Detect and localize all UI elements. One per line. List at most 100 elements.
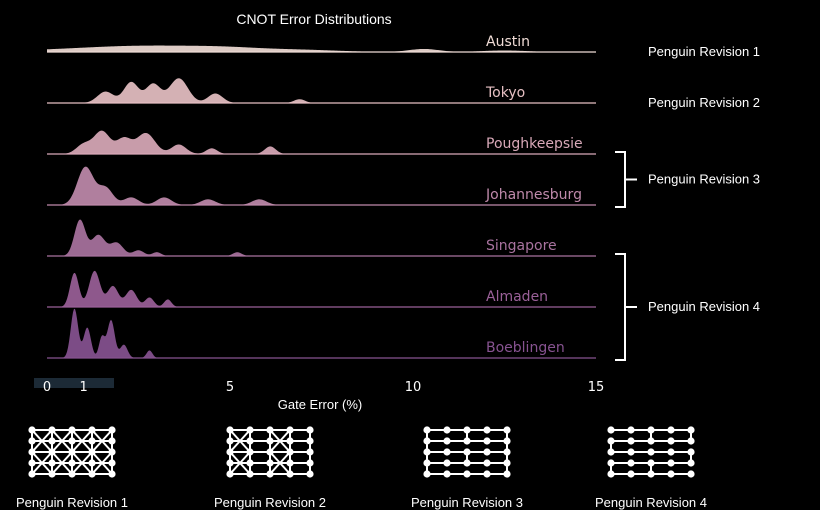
qubit-node (503, 448, 511, 456)
qubit-node (607, 426, 615, 434)
qubit-node (68, 437, 76, 445)
x-axis-highlight (34, 378, 114, 388)
qubit-node (68, 426, 76, 434)
qubit-node (306, 426, 314, 434)
qubit-node (423, 426, 431, 434)
coupling-edge (31, 451, 53, 475)
qubit-node (607, 448, 615, 456)
ridge-label-austin: Austin (486, 34, 530, 50)
qubit-node (28, 459, 36, 467)
qubit-node (687, 459, 695, 467)
qubit-node (483, 426, 491, 434)
qubit-node (266, 470, 274, 478)
qubit-node (48, 459, 56, 467)
coupling-edge (71, 451, 93, 475)
qubit-node (88, 437, 96, 445)
qubit-node (286, 448, 294, 456)
topology-4: Penguin Revision 4 (595, 426, 707, 510)
ridge-label-poughkeepsie: Poughkeepsie (486, 136, 583, 152)
ridge-label-almaden: Almaden (486, 289, 548, 305)
qubit-node (463, 459, 471, 467)
qubit-node (503, 437, 511, 445)
qubit-node (483, 470, 491, 478)
topology-3: Penguin Revision 3 (411, 426, 523, 510)
qubit-node (443, 448, 451, 456)
qubit-node (48, 437, 56, 445)
qubit-node (266, 437, 274, 445)
ridge-area-tokyo (47, 78, 596, 103)
qubit-node (246, 448, 254, 456)
ridge-area-boeblingen (47, 308, 596, 358)
qubit-node (108, 459, 116, 467)
qubit-node (226, 470, 234, 478)
qubit-node (667, 470, 675, 478)
x-tick-15: 15 (588, 380, 605, 395)
rev-4-label: Penguin Revision 4 (648, 299, 760, 314)
qubit-node (306, 437, 314, 445)
qubit-node (68, 448, 76, 456)
qubit-node (423, 437, 431, 445)
qubit-node (463, 470, 471, 478)
coupling-edge (31, 429, 53, 453)
qubit-node (627, 470, 635, 478)
coupling-edge (71, 429, 93, 453)
qubit-node (647, 426, 655, 434)
qubit-node (607, 459, 615, 467)
qubit-node (627, 437, 635, 445)
qubit-node (226, 437, 234, 445)
rev-4-bracket (615, 253, 637, 361)
qubit-node (607, 437, 615, 445)
qubit-node (443, 459, 451, 467)
qubit-node (266, 459, 274, 467)
qubit-node (503, 459, 511, 467)
qubit-node (226, 426, 234, 434)
x-axis-label: Gate Error (%) (278, 397, 363, 412)
ridge-label-singapore: Singapore (486, 238, 557, 254)
qubit-node (286, 459, 294, 467)
coupling-edge (269, 451, 291, 475)
qubit-node (443, 470, 451, 478)
ridge-plot: Austin Tokyo Poughkeepsie Johannesburg Singa… (47, 34, 596, 359)
qubit-node (423, 470, 431, 478)
qubit-node (88, 426, 96, 434)
coupling-edge (91, 451, 113, 475)
qubit-node (667, 459, 675, 467)
qubit-node (108, 448, 116, 456)
ridge-area-almaden (47, 270, 596, 307)
qubit-node (48, 448, 56, 456)
x-axis: 0 1 5 10 15 Gate Error (%) (34, 378, 604, 412)
qubit-node (246, 459, 254, 467)
qubit-node (687, 448, 695, 456)
rev-1-label: Penguin Revision 1 (648, 44, 760, 59)
topology-diagrams: Penguin Revision 1 Penguin Revision 2 Peng… (16, 426, 707, 510)
qubit-node (483, 459, 491, 467)
qubit-node (28, 448, 36, 456)
qubit-node (463, 448, 471, 456)
qubit-node (28, 470, 36, 478)
qubit-node (423, 448, 431, 456)
qubit-node (306, 459, 314, 467)
x-ticks: 0 1 5 10 15 (43, 380, 604, 395)
qubit-node (28, 426, 36, 434)
qubit-node (88, 470, 96, 478)
qubit-node (246, 437, 254, 445)
qubit-node (443, 426, 451, 434)
qubit-node (48, 470, 56, 478)
qubit-node (286, 470, 294, 478)
qubit-node (503, 426, 511, 434)
qubit-node (607, 470, 615, 478)
ridge-label-tokyo: Tokyo (485, 85, 525, 101)
qubit-node (647, 448, 655, 456)
x-tick-0: 0 (43, 380, 51, 395)
qubit-node (108, 426, 116, 434)
ridge-area-poughkeepsie (47, 130, 596, 154)
topology-label-1: Penguin Revision 1 (16, 495, 128, 510)
qubit-node (687, 470, 695, 478)
ridge-area-austin (47, 45, 596, 52)
coupling-edge (229, 451, 251, 475)
topology-label-4: Penguin Revision 4 (595, 495, 707, 510)
qubit-node (266, 448, 274, 456)
qubit-node (48, 426, 56, 434)
qubit-node (88, 459, 96, 467)
qubit-node (503, 470, 511, 478)
